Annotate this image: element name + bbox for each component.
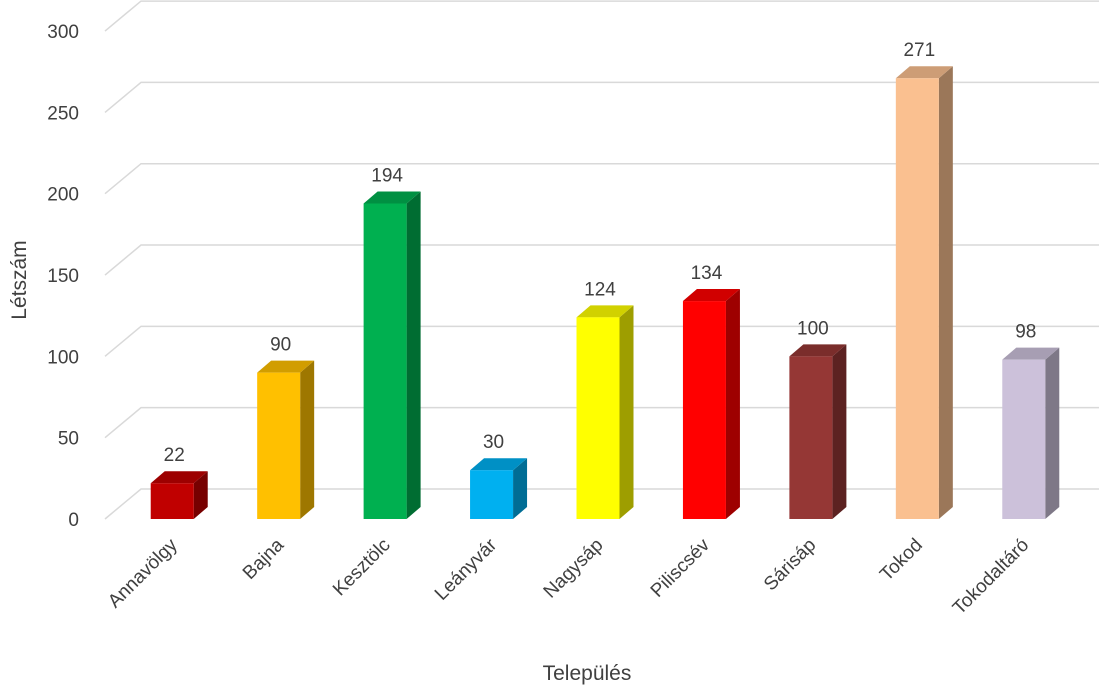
- gridline: [104, 81, 1099, 113]
- y-axis-ticks: 0 50 100 150 200 250 300: [47, 22, 79, 531]
- bar-side: [619, 305, 634, 519]
- bar-side: [832, 344, 847, 519]
- bar-top: [470, 458, 528, 471]
- bars: [150, 66, 1060, 520]
- y-tick-label: 50: [58, 429, 79, 450]
- bar: [257, 360, 315, 519]
- x-tick-label: Tokodaltáró: [949, 535, 1033, 619]
- gridline: [104, 162, 1099, 195]
- data-label: 100: [797, 318, 829, 339]
- bar-top: [682, 289, 740, 302]
- gridline: [104, 0, 1099, 32]
- gridline: [104, 488, 1099, 520]
- data-label: 90: [270, 335, 291, 356]
- bar-front: [682, 301, 726, 519]
- bar-front: [257, 372, 301, 519]
- bar: [895, 66, 953, 519]
- gridline: [104, 325, 1099, 357]
- x-tick-label: Kesztölc: [329, 535, 395, 601]
- x-tick-label: Leányvár: [431, 534, 502, 605]
- x-tick-label: Tokod: [876, 535, 927, 586]
- y-tick-label: 0: [68, 510, 79, 531]
- x-axis-ticks: Annavölgy Bajna Kesztölc Leányvár Nagysáp Pil…: [104, 534, 1033, 619]
- data-label: 134: [691, 263, 723, 284]
- bar: [789, 344, 847, 519]
- data-label: 124: [584, 279, 616, 300]
- bar-front: [576, 317, 620, 519]
- y-tick-label: 150: [47, 266, 79, 287]
- bar-front: [1002, 359, 1046, 519]
- bar-top: [150, 471, 208, 484]
- bar-top: [576, 305, 634, 318]
- bar-top: [1002, 347, 1060, 360]
- x-tick-label: Piliscsév: [647, 534, 714, 601]
- gridlines: [104, 0, 1099, 520]
- y-tick-label: 300: [47, 22, 79, 43]
- bar: [576, 305, 634, 519]
- data-label: 22: [164, 445, 185, 466]
- bar-side: [938, 66, 953, 519]
- y-tick-label: 100: [47, 347, 79, 368]
- bar-top: [789, 344, 847, 357]
- bar: [682, 289, 740, 519]
- bar: [470, 458, 528, 519]
- bar-side: [300, 360, 315, 519]
- gridline: [104, 406, 1099, 439]
- data-label: 98: [1015, 322, 1036, 343]
- gridline: [104, 244, 1099, 276]
- data-labels: 22 90 194 30 124 134 100 271 98: [164, 40, 1037, 466]
- bar-top: [257, 360, 315, 373]
- bar-side: [1045, 347, 1060, 519]
- x-tick-label: Annavölgy: [104, 534, 182, 612]
- data-label: 30: [483, 432, 504, 453]
- bar: [1002, 347, 1060, 519]
- bar-front: [150, 483, 194, 519]
- bar-front: [470, 470, 514, 519]
- bar: [363, 191, 421, 520]
- y-axis-title: Létszám: [8, 240, 31, 319]
- y-tick-label: 200: [47, 185, 79, 206]
- bar-side: [406, 191, 421, 520]
- y-tick-label: 250: [47, 103, 79, 124]
- data-label: 271: [903, 40, 935, 61]
- x-tick-label: Nagysáp: [540, 535, 608, 603]
- x-tick-label: Sárisáp: [760, 535, 820, 595]
- bar-top: [895, 66, 953, 79]
- x-axis-title: Település: [543, 662, 632, 685]
- bar-side: [513, 458, 528, 519]
- bar-front: [895, 78, 939, 519]
- bar-side: [193, 471, 208, 519]
- x-tick-label: Bajna: [239, 534, 289, 584]
- bar-side: [725, 289, 740, 519]
- bar-front: [363, 203, 407, 520]
- data-label: 194: [371, 165, 403, 186]
- bar-top: [363, 191, 421, 204]
- bar-front: [789, 356, 833, 519]
- bar: [150, 471, 208, 519]
